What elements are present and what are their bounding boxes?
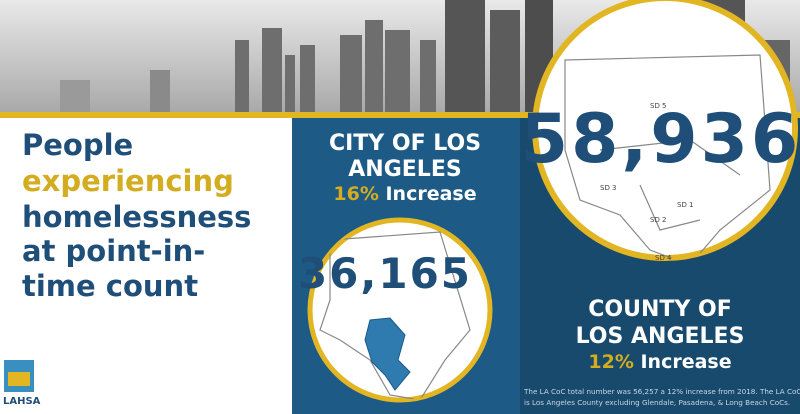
county-map (564, 54, 771, 258)
headline-line: time count (22, 269, 198, 303)
gold-stripe (0, 112, 800, 118)
city-title: ANGELES (348, 157, 461, 182)
map-label: SD 4 (655, 254, 672, 262)
map-label: SD 2 (650, 216, 667, 224)
map-label: SD 1 (677, 201, 694, 209)
left-panel (0, 118, 292, 414)
increase-word: Increase (385, 183, 476, 205)
footnote: The LA CoC total number was 56,257 a 12%… (523, 387, 800, 396)
logo-text: LAHSA (3, 396, 41, 407)
increase-pct: 12% (588, 351, 633, 373)
city-map (319, 231, 471, 400)
county-count: 58,936 (521, 100, 800, 179)
increase-pct: 16% (333, 183, 378, 205)
increase-word: Increase (640, 351, 731, 373)
city-title: CITY OF LOS (329, 131, 481, 156)
map-label: SD 3 (600, 184, 617, 192)
footnote: is Los Angeles County excluding Glendale… (524, 398, 790, 407)
headline-line: experiencing (22, 164, 234, 198)
headline-line: at point-in- (22, 234, 205, 268)
county-increase: 12% Increase (588, 351, 731, 373)
headline-line: homelessness (22, 200, 251, 234)
city-increase: 16% Increase (333, 183, 476, 205)
county-title: COUNTY OF (588, 297, 731, 322)
city-count: 36,165 (298, 249, 472, 298)
county-title: LOS ANGELES (576, 324, 745, 349)
logo-icon (8, 372, 30, 386)
city-circle (307, 217, 493, 403)
county-circle (532, 0, 798, 261)
map-label: SD 5 (650, 102, 667, 110)
headline-line: People (22, 128, 133, 162)
